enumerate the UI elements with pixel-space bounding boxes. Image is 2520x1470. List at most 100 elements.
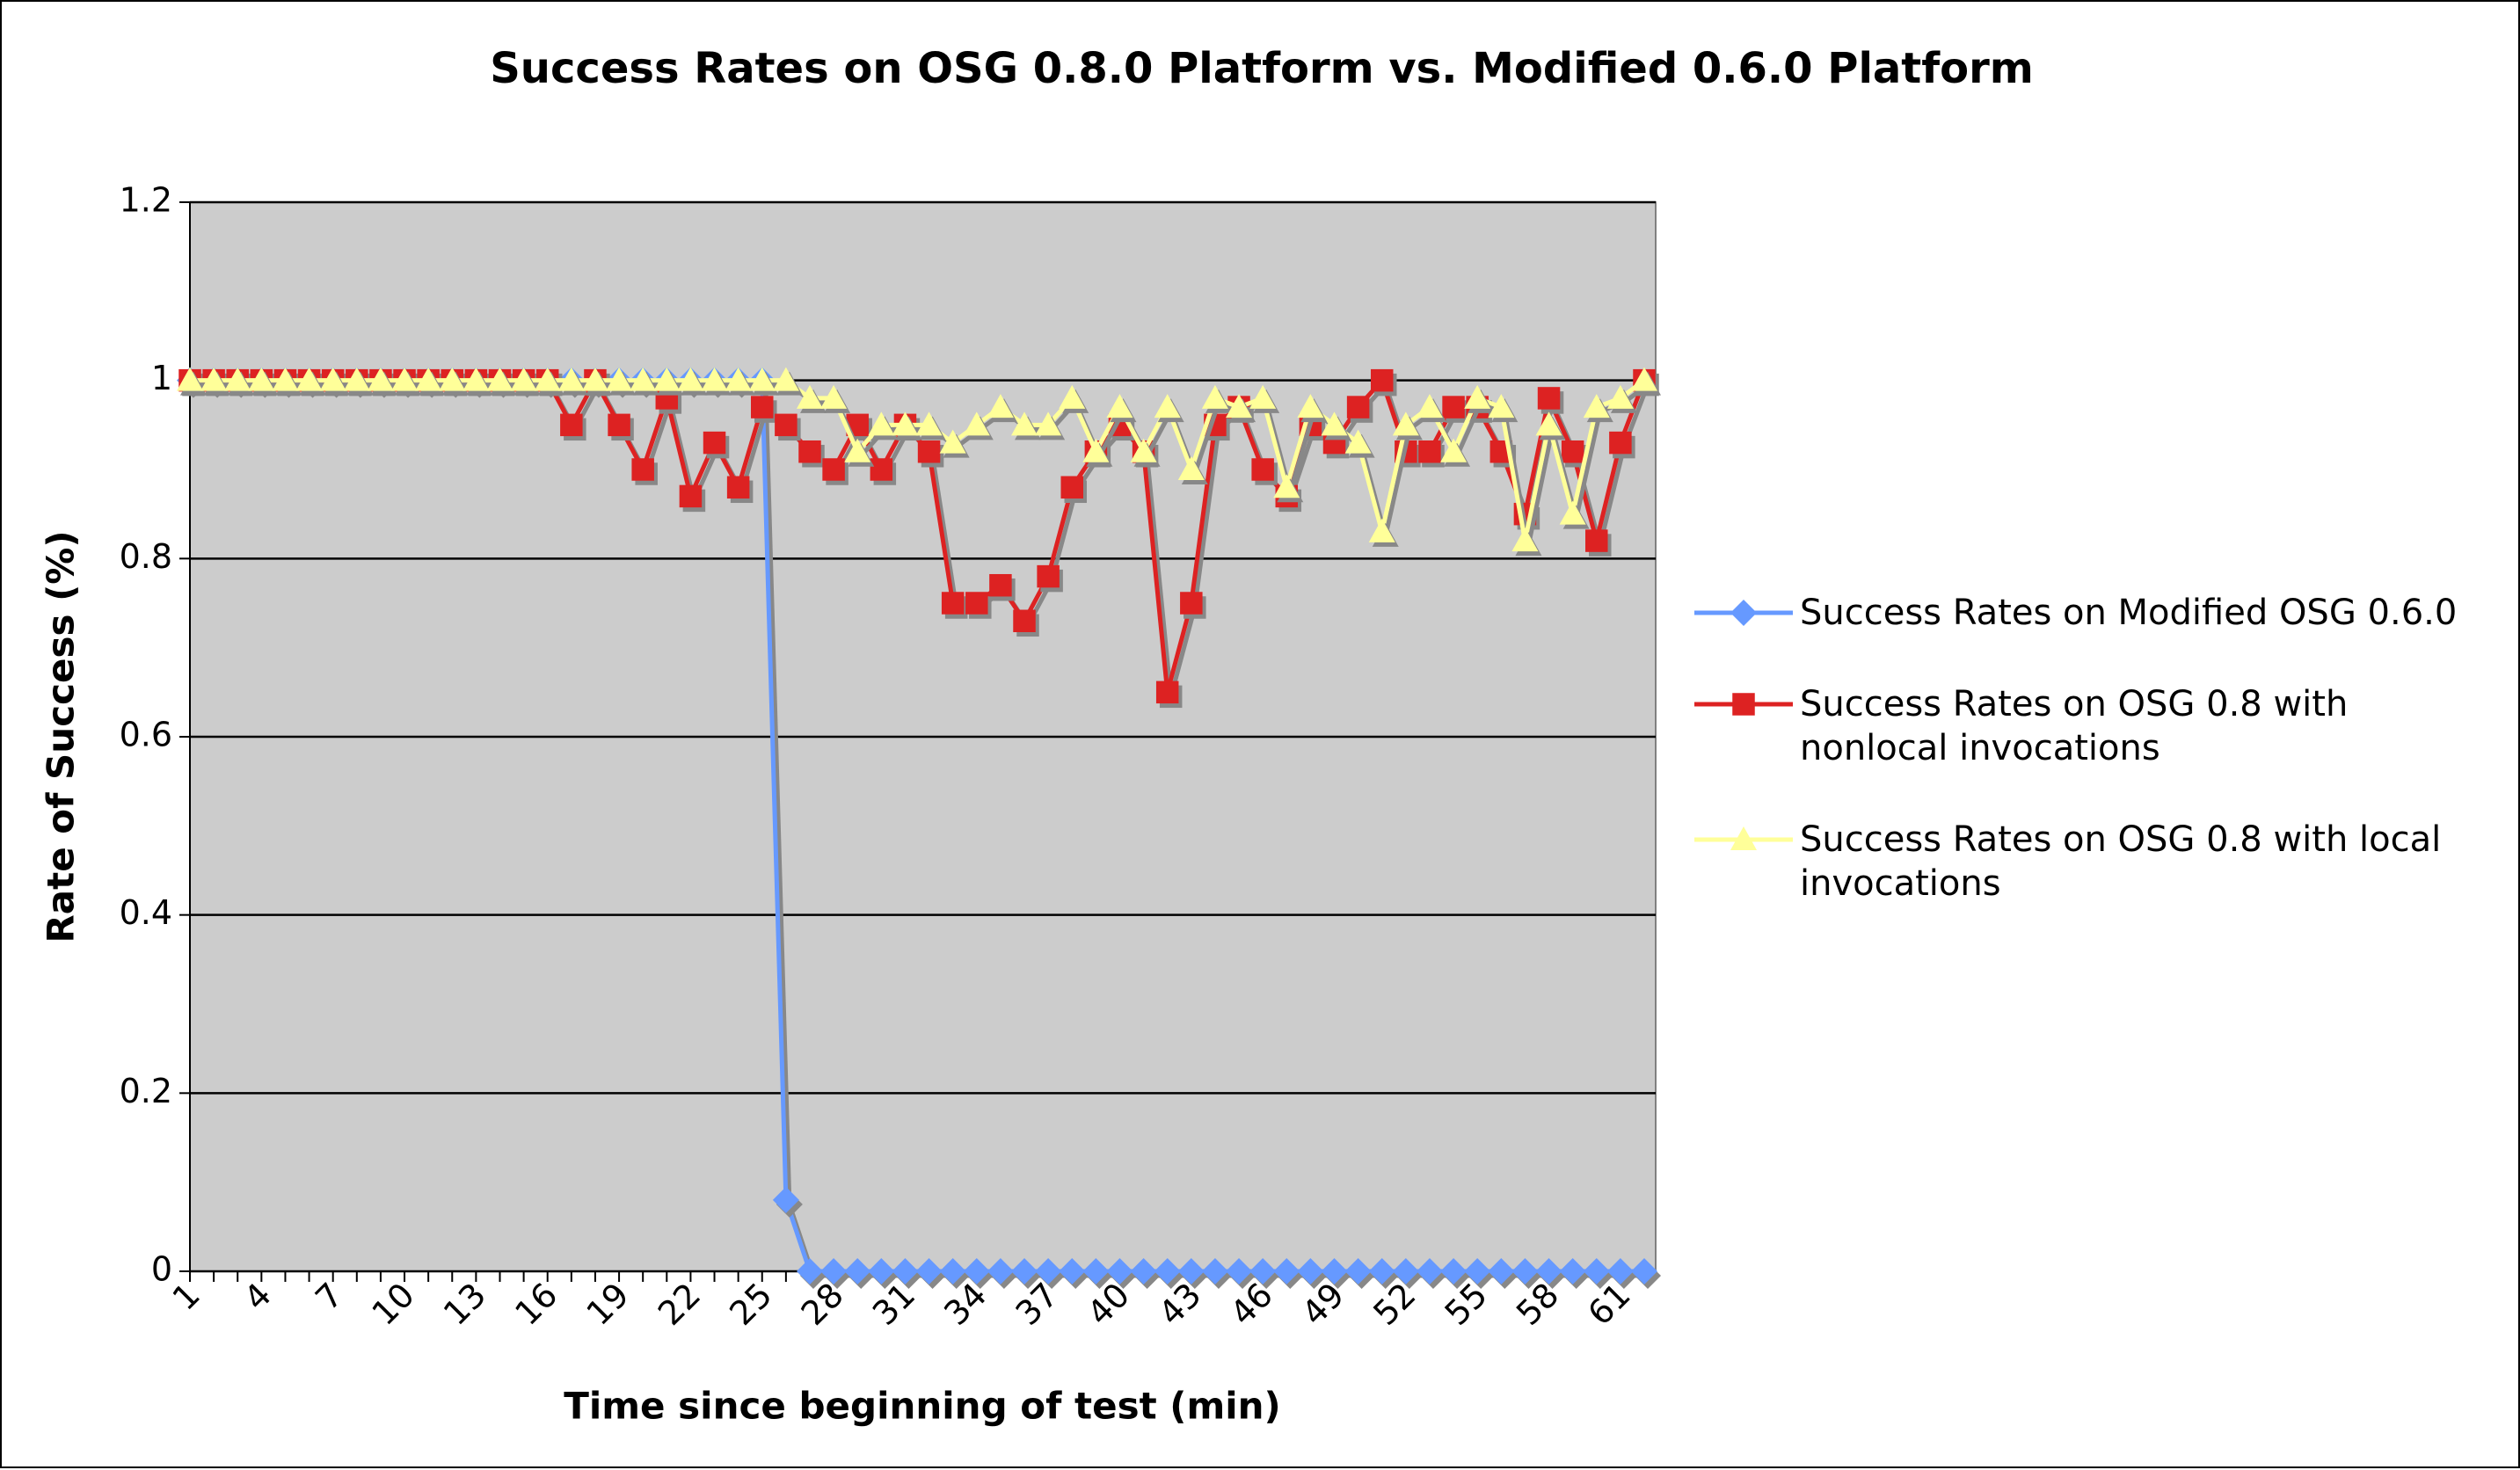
data-point [725, 367, 752, 391]
x-tick-label: 49 [1294, 1276, 1351, 1333]
data-point [1011, 411, 1038, 436]
data-point [1297, 1258, 1324, 1284]
data-point [1201, 384, 1228, 409]
y-axis-label: Rate of Success (%) [40, 530, 83, 942]
data-point [820, 1258, 848, 1284]
data-point [581, 367, 608, 391]
data-point [1511, 1258, 1539, 1284]
data-point [1177, 1258, 1205, 1284]
data-point [630, 367, 657, 391]
x-tick-label: 34 [936, 1276, 994, 1333]
data-point [319, 367, 346, 391]
data-point [1226, 394, 1253, 418]
data-point [1606, 1258, 1634, 1284]
data-point [367, 367, 394, 391]
y-tick-label: 0 [151, 1250, 172, 1289]
data-point [1585, 529, 1608, 552]
x-tick-label: 25 [722, 1276, 779, 1333]
data-point [915, 1258, 943, 1284]
data-point [1321, 1258, 1348, 1284]
data-point [1488, 1258, 1515, 1284]
data-point [1631, 367, 1657, 391]
data-point [1013, 609, 1036, 633]
x-tick-label: 7 [308, 1276, 350, 1318]
data-point [1297, 394, 1324, 418]
x-tick-label: 13 [436, 1276, 493, 1333]
data-point [534, 367, 561, 391]
y-tick-label: 0.2 [120, 1072, 172, 1110]
data-point [915, 411, 943, 436]
data-point [1035, 1258, 1062, 1284]
data-point [1561, 440, 1584, 463]
data-point [1130, 438, 1157, 462]
data-point [1059, 1258, 1086, 1284]
data-point [796, 384, 823, 409]
data-point [1059, 384, 1086, 409]
data-point [917, 440, 941, 463]
data-point [1392, 1258, 1419, 1284]
data-point [1226, 1258, 1253, 1284]
data-point [391, 367, 419, 391]
data-point [772, 367, 799, 391]
data-point [987, 1258, 1014, 1284]
data-point [248, 367, 275, 391]
data-point [1201, 1258, 1228, 1284]
data-point [295, 367, 323, 391]
data-point [1273, 1258, 1300, 1284]
data-point [1154, 394, 1181, 418]
data-point [462, 367, 490, 391]
data-point [1440, 1258, 1468, 1284]
legend-marker [1730, 826, 1757, 850]
legend-marker [1730, 600, 1757, 626]
x-tick-label: 4 [237, 1276, 279, 1318]
data-point [1416, 1258, 1443, 1284]
x-tick-label: 19 [579, 1276, 637, 1333]
data-point [1106, 394, 1133, 418]
data-point [439, 367, 466, 391]
x-tick-label: 46 [1223, 1276, 1280, 1333]
data-point [1180, 592, 1203, 615]
data-point [822, 458, 845, 481]
x-tick-label: 31 [865, 1276, 922, 1333]
data-point [1082, 1258, 1110, 1284]
legend-item: Success Rates on OSG 0.8 with nonlocal i… [1694, 682, 2486, 770]
data-point [631, 458, 654, 481]
data-point [892, 1258, 919, 1284]
data-point [608, 413, 630, 437]
data-point [1035, 411, 1062, 436]
data-point [751, 396, 774, 418]
x-tick-label: 55 [1438, 1276, 1495, 1333]
legend-symbol [1694, 600, 1793, 626]
data-point [200, 367, 228, 391]
data-point [343, 367, 370, 391]
data-point [679, 484, 703, 508]
data-point [1249, 384, 1277, 409]
data-point [726, 476, 750, 499]
data-point [1130, 1258, 1157, 1284]
x-tick-label: 58 [1509, 1276, 1566, 1333]
data-point [989, 573, 1012, 597]
y-tick-label: 1 [151, 359, 172, 397]
legend-label: Success Rates on Modified OSG 0.6.0 [1800, 593, 2458, 633]
data-point [844, 1258, 871, 1284]
data-point [1344, 1258, 1372, 1284]
data-point [510, 367, 537, 391]
data-point [224, 367, 251, 391]
x-tick-label: 52 [1366, 1276, 1423, 1333]
data-point [677, 367, 704, 391]
data-point [1011, 1258, 1038, 1284]
data-point [1511, 528, 1539, 552]
data-point [1440, 438, 1468, 462]
data-point [1368, 518, 1395, 542]
data-point [941, 592, 965, 615]
y-tick-label: 0.6 [120, 716, 172, 754]
data-point [820, 384, 848, 409]
data-point [1368, 1258, 1395, 1284]
data-point [1273, 474, 1300, 498]
data-point [1488, 394, 1515, 418]
data-point [1251, 458, 1274, 481]
data-point [1155, 680, 1179, 704]
data-point [1346, 396, 1370, 418]
